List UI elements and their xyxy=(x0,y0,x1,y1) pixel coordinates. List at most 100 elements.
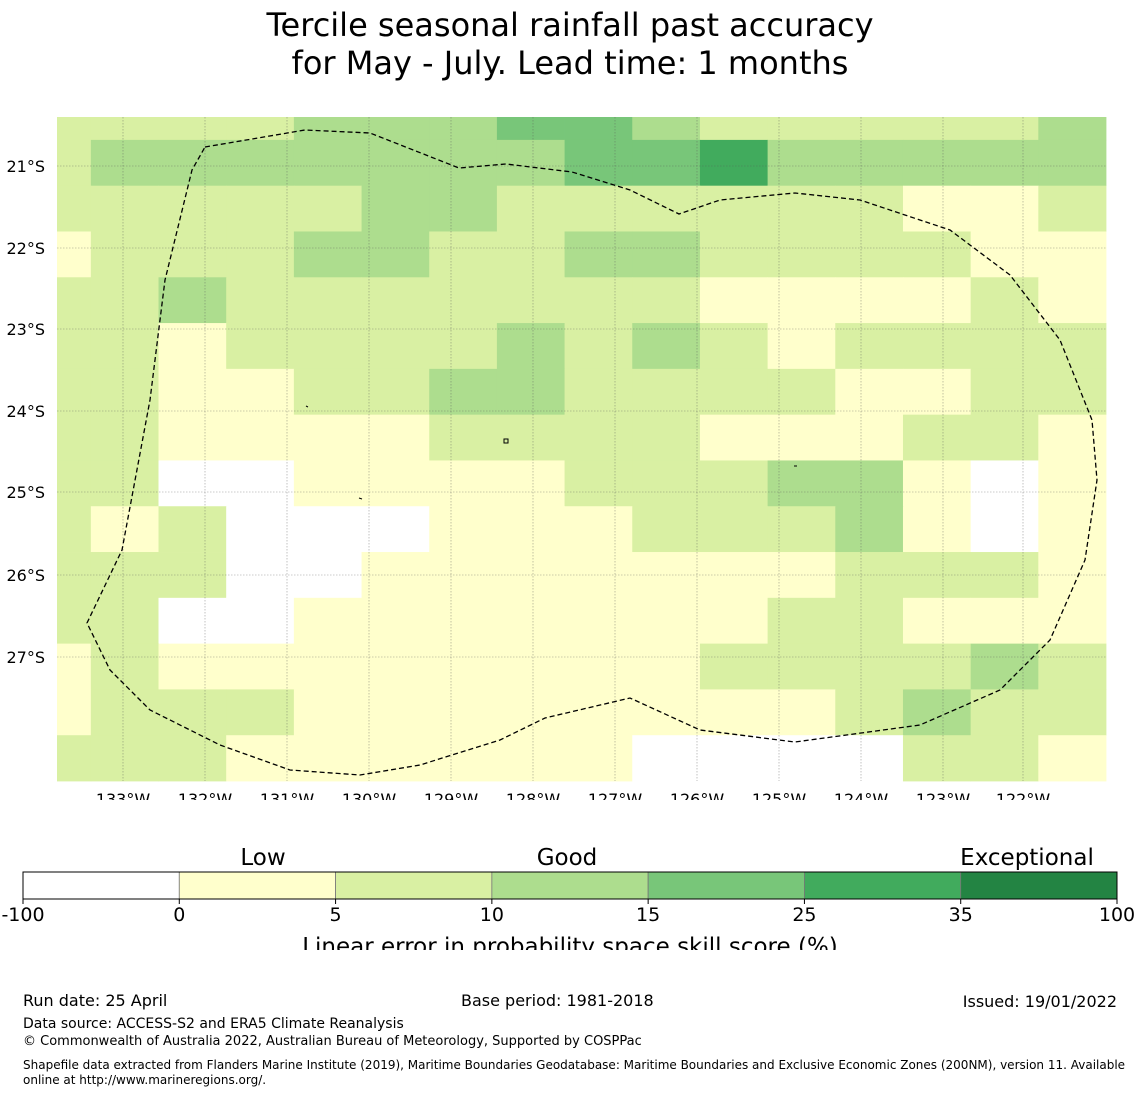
grid-cell xyxy=(1038,506,1107,553)
legend-heading-exceptional: Exceptional xyxy=(960,845,1094,871)
grid-cell xyxy=(1038,368,1107,416)
grid-cell xyxy=(429,689,498,736)
grid-cell xyxy=(361,552,430,599)
grid-cell xyxy=(699,277,769,324)
grid-cell xyxy=(293,506,362,553)
grid-cell xyxy=(1038,689,1107,736)
graticule xyxy=(57,117,1106,781)
legend-heading-low: Low xyxy=(240,845,285,871)
grid-cell xyxy=(767,368,836,416)
shapefile-credit-line1: Shapefile data extracted from Flanders M… xyxy=(23,1058,1126,1072)
grid-cell xyxy=(902,139,972,187)
grid-cell xyxy=(1038,231,1107,278)
grid-cell xyxy=(293,368,362,416)
grid-cell xyxy=(90,117,159,141)
grid-cell xyxy=(699,323,769,370)
grid-cell xyxy=(564,117,633,141)
grid-cell xyxy=(429,277,498,324)
grid-cell xyxy=(1038,277,1107,324)
grid-cell xyxy=(293,277,362,324)
grid-cell xyxy=(699,506,769,553)
grid-cell xyxy=(699,117,769,141)
grid-cell xyxy=(699,139,769,187)
grid-cell xyxy=(564,735,633,782)
grid-cell xyxy=(158,643,227,690)
grid-cell xyxy=(496,735,565,782)
grid-cell xyxy=(226,185,295,232)
colorbar-frame xyxy=(22,871,1118,900)
grid-cell xyxy=(57,231,92,278)
grid-cell xyxy=(632,277,701,324)
skill-score-map: 21°S22°S23°S24°S25°S26°S27°S 133°W 132°W 1… xyxy=(6,117,1107,800)
grid-cell xyxy=(90,323,159,370)
grid-cell xyxy=(361,460,430,507)
grid-cell xyxy=(632,139,701,187)
grid-cell xyxy=(90,414,159,461)
colorbar-tick-label: 100 xyxy=(1099,904,1135,926)
grid-cell xyxy=(90,277,159,324)
grid-cell xyxy=(158,506,227,553)
grid-cell xyxy=(293,460,362,507)
grid-cell xyxy=(767,643,836,690)
grid-cell xyxy=(767,117,836,141)
grid-cell xyxy=(835,231,904,278)
colorbar-box xyxy=(960,871,1118,900)
grid-cell xyxy=(90,185,159,232)
grid-cell xyxy=(835,185,904,232)
grid-cell xyxy=(767,323,836,370)
grid-cells xyxy=(57,117,1107,782)
grid-cell xyxy=(564,689,633,736)
grid-cell xyxy=(767,597,836,645)
grid-cell xyxy=(361,323,430,370)
grid-cell xyxy=(496,414,565,461)
grid-cell xyxy=(361,277,430,324)
grid-cell xyxy=(835,139,904,187)
grid-cell xyxy=(632,231,701,278)
grid-cell xyxy=(429,460,498,507)
grid-cell xyxy=(293,323,362,370)
colorbar-tick-label: 35 xyxy=(949,904,973,926)
grid-cell xyxy=(90,689,159,736)
grid-cell xyxy=(835,689,904,736)
grid-cell xyxy=(429,323,498,370)
grid-cell xyxy=(767,460,836,507)
grid-cell xyxy=(902,368,972,416)
colorbar-box xyxy=(335,871,493,900)
grid-cell xyxy=(429,414,498,461)
grid-cell xyxy=(699,735,769,782)
grid-cell xyxy=(970,460,1039,507)
grid-cell xyxy=(564,506,633,553)
colorbar-tick-label: 25 xyxy=(792,904,816,926)
grid-cell xyxy=(57,643,92,690)
grid-cell xyxy=(293,139,362,187)
grid-cell xyxy=(835,506,904,553)
grid-cell xyxy=(57,323,92,370)
grid-cell xyxy=(429,643,498,690)
lon-label: 129°W xyxy=(424,790,479,800)
base-period: Base period: 1981-2018 xyxy=(461,991,654,1010)
grid-cell xyxy=(496,597,565,645)
grid-cell xyxy=(902,506,972,553)
grid-cell xyxy=(90,368,159,416)
lat-label: 23°S xyxy=(6,320,45,339)
grid-cell xyxy=(699,552,769,599)
grid-cell xyxy=(970,139,1039,187)
grid-cell xyxy=(226,643,295,690)
colorbar-tick-label: 10 xyxy=(480,904,504,926)
grid-cell xyxy=(1038,643,1107,690)
colorbar-box xyxy=(22,871,180,900)
grid-cell xyxy=(158,735,227,782)
grid-cell xyxy=(429,597,498,645)
grid-cell xyxy=(57,597,92,645)
island-mark xyxy=(305,405,309,408)
grid-cell xyxy=(1038,735,1107,782)
grid-cell xyxy=(496,323,565,370)
longitude-labels: 133°W 132°W 131°W 130°W 129°W 128°W 127°W 126°W… xyxy=(96,790,1051,800)
grid-cell xyxy=(835,368,904,416)
grid-cell xyxy=(361,139,430,187)
lat-label: 24°S xyxy=(6,402,45,421)
grid-cell xyxy=(57,735,92,782)
grid-cell xyxy=(564,323,633,370)
grid-cell xyxy=(361,368,430,416)
grid-cell xyxy=(226,231,295,278)
